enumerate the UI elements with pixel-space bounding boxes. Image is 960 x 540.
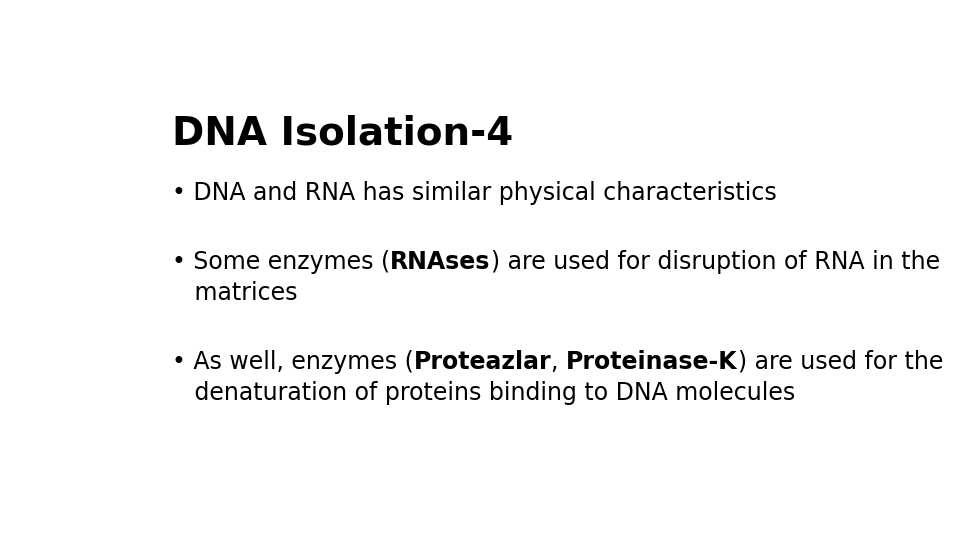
Text: denaturation of proteins binding to DNA molecules: denaturation of proteins binding to DNA … [172,381,795,405]
Text: Proteazlar: Proteazlar [414,349,551,374]
Text: ) are used for the: ) are used for the [738,349,944,374]
Text: matrices: matrices [172,281,298,305]
Text: • Some enzymes (: • Some enzymes ( [172,250,390,274]
Text: Proteinase-K: Proteinase-K [566,349,738,374]
Text: RNAses: RNAses [390,250,491,274]
Text: • As well, enzymes (: • As well, enzymes ( [172,349,414,374]
Text: ,: , [551,349,566,374]
Text: ) are used for disruption of RNA in the: ) are used for disruption of RNA in the [491,250,940,274]
Text: • DNA and RNA has similar physical characteristics: • DNA and RNA has similar physical chara… [172,181,777,205]
Text: DNA Isolation-4: DNA Isolation-4 [172,114,514,153]
